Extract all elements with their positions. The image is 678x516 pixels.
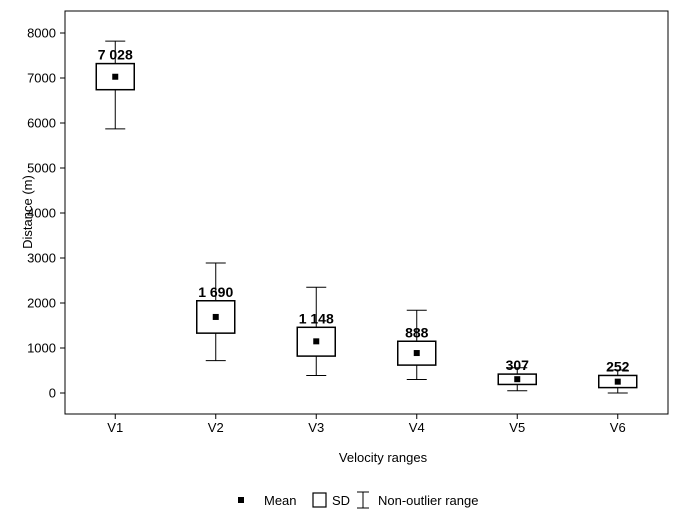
sd-box bbox=[95, 62, 135, 91]
mean-data-label: 1 690 bbox=[198, 284, 233, 300]
x-tick-label: V2 bbox=[208, 420, 224, 435]
legend-label-mean: Mean bbox=[264, 493, 297, 508]
plot-area bbox=[64, 10, 669, 415]
x-tick-label: V4 bbox=[409, 420, 425, 435]
mean-point bbox=[413, 350, 420, 357]
mean-data-label: 7 028 bbox=[98, 47, 133, 63]
mean-data-label: 1 148 bbox=[299, 310, 334, 326]
y-tick-label: 8000 bbox=[27, 26, 56, 41]
x-axis: V1 V2 V3 V4 V5 V6 bbox=[107, 414, 626, 435]
mean-data-label: 307 bbox=[506, 357, 530, 373]
mean-point bbox=[313, 338, 320, 345]
y-tick-label: 0 bbox=[49, 386, 56, 401]
y-tick-label: 3000 bbox=[27, 251, 56, 266]
mean-point bbox=[514, 376, 521, 383]
legend-label-range: Non-outlier range bbox=[378, 493, 478, 508]
y-axis: 0 1000 2000 3000 4000 5000 6000 7000 8000 bbox=[27, 26, 65, 401]
mean-point bbox=[212, 313, 219, 320]
mean-point bbox=[112, 73, 119, 80]
y-tick-label: 7000 bbox=[27, 71, 56, 86]
sd-box-icon bbox=[312, 492, 327, 508]
x-tick-label: V3 bbox=[308, 420, 324, 435]
y-tick-label: 2000 bbox=[27, 296, 56, 311]
mean-data-label: 888 bbox=[405, 324, 429, 340]
y-tick-label: 4000 bbox=[27, 206, 56, 221]
y-tick-label: 6000 bbox=[27, 116, 56, 131]
y-tick-label: 1000 bbox=[27, 341, 56, 356]
mean-square-icon bbox=[238, 497, 244, 503]
x-axis-title: Velocity ranges bbox=[339, 450, 428, 465]
mean-data-label: 252 bbox=[606, 358, 630, 374]
mean-point bbox=[614, 378, 621, 385]
x-tick-label: V5 bbox=[509, 420, 525, 435]
y-tick-label: 5000 bbox=[27, 161, 56, 176]
y-axis-title: Distance (m) bbox=[20, 175, 35, 249]
legend: Mean SD Non-outlier range bbox=[238, 491, 478, 509]
x-tick-label: V1 bbox=[107, 420, 123, 435]
legend-label-sd: SD bbox=[332, 493, 350, 508]
box-marks bbox=[95, 40, 638, 394]
mean-data-labels: 7 028 1 690 1 148 888 307 252 bbox=[98, 47, 630, 375]
x-tick-label: V6 bbox=[610, 420, 626, 435]
sd-box bbox=[196, 300, 236, 334]
